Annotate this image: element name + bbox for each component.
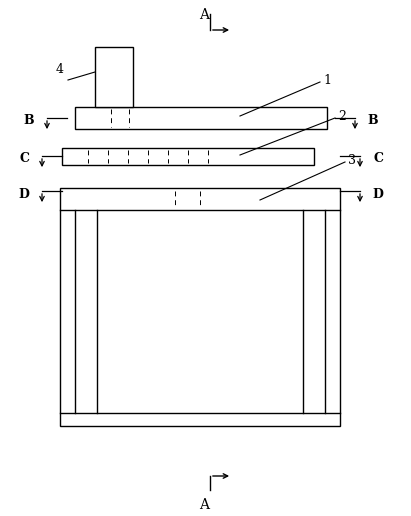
Text: B: B	[24, 115, 34, 127]
Text: A: A	[199, 8, 209, 22]
Text: D: D	[372, 187, 383, 201]
Text: D: D	[18, 187, 30, 201]
Bar	[75, 107, 327, 129]
Bar	[95, 47, 133, 107]
Text: C: C	[19, 153, 29, 166]
Bar	[62, 148, 314, 165]
Text: C: C	[373, 153, 383, 166]
Text: 4: 4	[56, 63, 64, 76]
Text: 2: 2	[338, 109, 346, 122]
Text: A: A	[199, 498, 209, 512]
Text: 3: 3	[348, 153, 356, 167]
Text: 1: 1	[323, 73, 331, 87]
Bar	[60, 188, 340, 426]
Text: B: B	[368, 115, 378, 127]
